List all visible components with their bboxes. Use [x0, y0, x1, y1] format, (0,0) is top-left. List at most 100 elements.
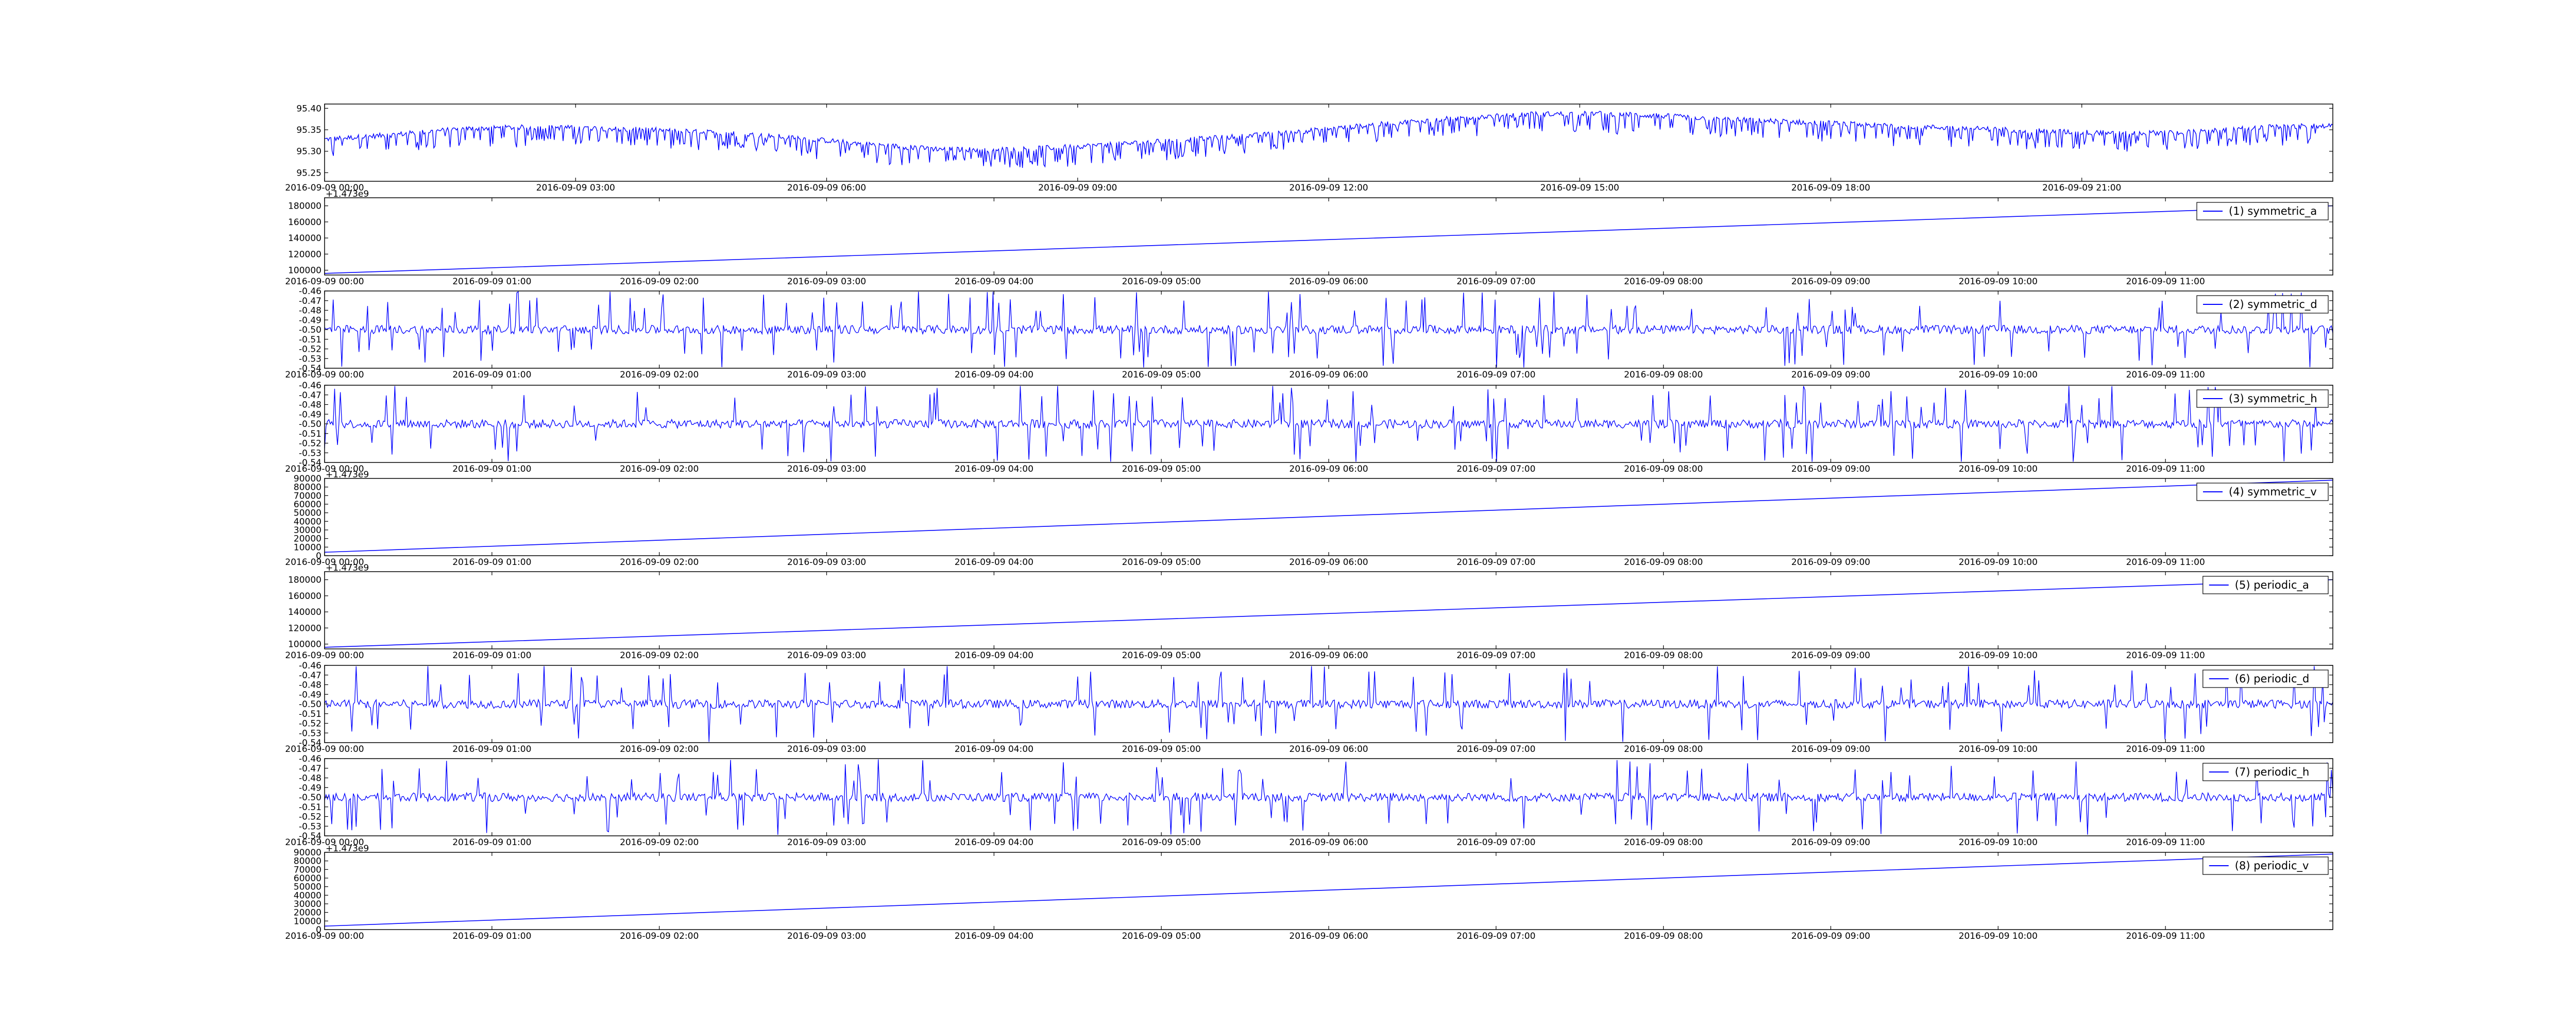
x-tick-label: 2016-09-09 10:00	[1959, 557, 2038, 568]
y-tick-label: 95.35	[296, 125, 321, 135]
x-tick-label: 2016-09-09 08:00	[1624, 277, 1703, 287]
x-tick-label: 2016-09-09 02:00	[620, 650, 699, 661]
y-tick-label: -0.50	[299, 699, 321, 710]
x-tick-label: 2016-09-09 02:00	[620, 837, 699, 848]
x-tick-label: 2016-09-09 09:00	[1791, 931, 1870, 941]
x-tick-label: 2016-09-09 10:00	[1959, 370, 2038, 380]
y-tick-label: 120000	[288, 249, 321, 260]
y-tick-label: -0.50	[299, 793, 321, 803]
y-tick-label: -0.52	[299, 439, 321, 449]
x-tick-label: 2016-09-09 11:00	[2126, 370, 2205, 380]
y-tick-label: 0	[316, 551, 321, 561]
y-tick-label: -0.49	[299, 409, 321, 420]
x-tick-label: 2016-09-09 01:00	[452, 277, 531, 287]
y-tick-label: 100000	[288, 266, 321, 276]
x-tick-label: 2016-09-09 09:00	[1791, 464, 1870, 474]
y-tick-label: 70000	[294, 865, 321, 875]
x-tick-label: 2016-09-09 04:00	[955, 837, 1033, 848]
offset-label: +1.473e9	[326, 844, 369, 854]
x-tick-label: 2016-09-09 02:00	[620, 744, 699, 754]
x-tick-label: 2016-09-09 10:00	[1959, 650, 2038, 661]
y-tick-label: 180000	[288, 201, 321, 212]
x-tick-label: 2016-09-09 09:00	[1791, 277, 1870, 287]
x-tick-label: 2016-09-09 00:00	[285, 183, 364, 193]
x-tick-label: 2016-09-09 07:00	[1456, 650, 1535, 661]
series-line	[324, 205, 2333, 274]
x-tick-label: 2016-09-09 11:00	[2126, 557, 2205, 568]
y-tick-label: -0.53	[299, 821, 321, 832]
y-tick-label: -0.47	[299, 296, 321, 306]
x-tick-label: 2016-09-09 06:00	[1289, 464, 1368, 474]
y-tick-label: -0.53	[299, 354, 321, 364]
legend-label: (5) periodic_a	[2235, 579, 2309, 592]
x-tick-label: 2016-09-09 08:00	[1624, 837, 1703, 848]
x-tick-label: 2016-09-09 07:00	[1456, 277, 1535, 287]
y-tick-label: 40000	[294, 890, 321, 901]
x-tick-label: 2016-09-09 08:00	[1624, 650, 1703, 661]
x-tick-label: 2016-09-09 03:00	[536, 183, 615, 193]
x-tick-label: 2016-09-09 09:00	[1791, 837, 1870, 848]
x-tick-label: 2016-09-09 03:00	[787, 464, 866, 474]
x-tick-label: 2016-09-09 11:00	[2126, 744, 2205, 754]
legend-label: (7) periodic_h	[2235, 766, 2310, 779]
x-tick-label: 2016-09-09 02:00	[620, 464, 699, 474]
y-tick-label: 40000	[294, 517, 321, 527]
x-tick-label: 2016-09-09 09:00	[1038, 183, 1117, 193]
y-tick-label: 50000	[294, 508, 321, 519]
panel-2: 1800001600001400001200001000002016-09-09…	[285, 189, 2333, 287]
x-tick-label: 2016-09-09 11:00	[2126, 837, 2205, 848]
y-tick-label: -0.51	[299, 709, 321, 719]
x-tick-label: 2016-09-09 01:00	[452, 557, 531, 568]
y-tick-label: -0.48	[299, 306, 321, 316]
x-tick-label: 2016-09-09 10:00	[1959, 277, 2038, 287]
x-tick-label: 2016-09-09 09:00	[1791, 370, 1870, 380]
legend-box	[2196, 483, 2329, 501]
x-tick-label: 2016-09-09 21:00	[2042, 183, 2121, 193]
x-tick-label: 2016-09-09 11:00	[2126, 464, 2205, 474]
x-tick-label: 2016-09-09 07:00	[1456, 557, 1535, 568]
y-tick-label: 95.40	[296, 104, 321, 114]
y-tick-label: -0.54	[299, 738, 321, 748]
y-tick-label: -0.46	[299, 754, 321, 764]
y-tick-label: -0.46	[299, 286, 321, 297]
offset-label: +1.473e9	[326, 470, 369, 480]
y-tick-label: 95.25	[296, 168, 321, 178]
x-tick-label: 2016-09-09 00:00	[285, 557, 364, 568]
y-tick-label: -0.52	[299, 719, 321, 729]
x-tick-label: 2016-09-09 08:00	[1624, 744, 1703, 754]
x-tick-label: 2016-09-09 06:00	[1289, 650, 1368, 661]
panel-4: -0.46-0.47-0.48-0.49-0.50-0.51-0.52-0.53…	[285, 381, 2333, 474]
legend-label: (6) periodic_d	[2235, 673, 2310, 685]
y-tick-label: -0.48	[299, 400, 321, 410]
y-tick-label: 90000	[294, 474, 321, 484]
series-line	[324, 666, 2333, 742]
x-tick-label: 2016-09-09 02:00	[620, 557, 699, 568]
y-tick-label: 160000	[288, 591, 321, 602]
x-tick-label: 2016-09-09 04:00	[955, 557, 1033, 568]
x-tick-label: 2016-09-09 07:00	[1456, 837, 1535, 848]
y-tick-label: -0.46	[299, 381, 321, 391]
x-tick-label: 2016-09-09 00:00	[285, 837, 364, 848]
x-tick-label: 2016-09-09 03:00	[787, 650, 866, 661]
y-tick-label: 30000	[294, 525, 321, 536]
x-tick-label: 2016-09-09 10:00	[1959, 837, 2038, 848]
series-line	[324, 479, 2333, 553]
x-tick-label: 2016-09-09 15:00	[1540, 183, 1619, 193]
x-tick-label: 2016-09-09 05:00	[1122, 557, 1201, 568]
x-tick-label: 2016-09-09 05:00	[1122, 650, 1201, 661]
offset-label: +1.473e9	[326, 563, 369, 573]
y-tick-label: -0.48	[299, 774, 321, 784]
y-tick-label: -0.53	[299, 728, 321, 739]
y-tick-label: 30000	[294, 899, 321, 909]
y-tick-label: 95.30	[296, 147, 321, 157]
y-tick-label: -0.47	[299, 671, 321, 681]
x-tick-label: 2016-09-09 06:00	[787, 183, 866, 193]
x-tick-label: 2016-09-09 12:00	[1289, 183, 1368, 193]
y-tick-label: -0.51	[299, 429, 321, 439]
x-tick-label: 2016-09-09 06:00	[1289, 370, 1368, 380]
x-tick-label: 2016-09-09 05:00	[1122, 744, 1201, 754]
y-tick-label: 60000	[294, 500, 321, 510]
series-line	[324, 110, 2333, 168]
x-tick-label: 2016-09-09 01:00	[452, 464, 531, 474]
x-tick-label: 2016-09-09 05:00	[1122, 370, 1201, 380]
